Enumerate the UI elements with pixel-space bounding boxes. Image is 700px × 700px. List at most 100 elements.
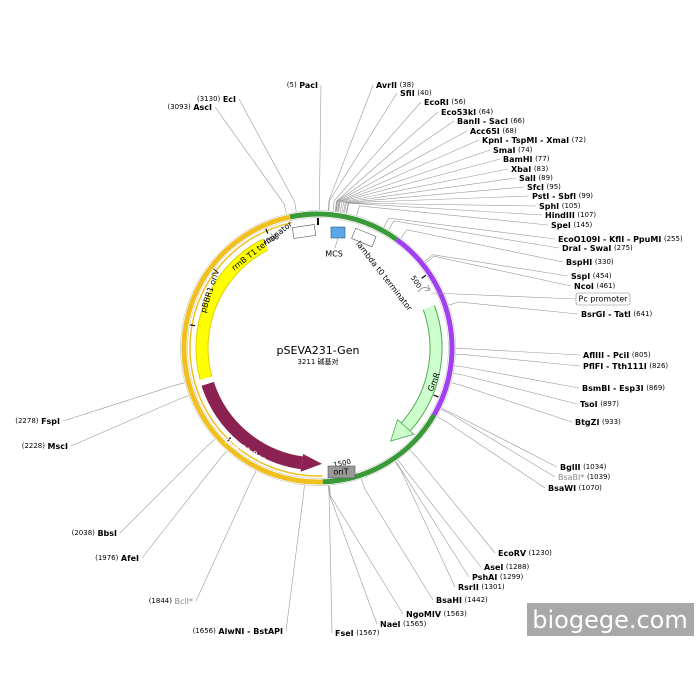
feature-label: MCS <box>325 250 343 259</box>
site-name: BsaBI* <box>558 473 584 482</box>
site-name: EcI <box>223 95 236 104</box>
site-leader <box>328 485 333 634</box>
site-label: FseI (1567) <box>335 629 380 638</box>
site-label: SphI (105) <box>539 202 581 211</box>
site-label: (1976) AfeI <box>95 554 139 563</box>
map-title: pSEVA231-Gen <box>277 344 360 357</box>
backbone-segment <box>181 214 323 485</box>
site-name: BsaHI <box>436 596 462 605</box>
site-position: (1656) <box>193 627 217 635</box>
pbbr1-rep-head <box>300 453 323 472</box>
site-label: (1844) BclI* <box>149 597 193 606</box>
site-label: TsoI (897) <box>580 400 619 409</box>
backbone-segment <box>289 211 319 220</box>
ring-outline <box>187 217 449 479</box>
site-name: BsmBI - Esp3I <box>582 384 644 393</box>
site-leader <box>426 255 572 287</box>
site-position: (1976) <box>95 554 119 562</box>
site-name: NaeI <box>380 620 401 629</box>
site-label: PshAI (1299) <box>472 573 523 582</box>
site-leader <box>449 301 579 315</box>
site-leader <box>441 408 558 468</box>
site-name: EcoRV <box>498 549 527 558</box>
site-label: NaeI (1565) <box>380 620 427 629</box>
site-name: RsrII <box>458 583 479 592</box>
site-name: EcoO109I - KflI - PpuMI <box>558 235 661 244</box>
site-name: EcoRI <box>424 98 449 107</box>
site-label: SmaI (74) <box>493 146 533 155</box>
site-name: Eco53kI <box>441 108 476 117</box>
site-leader <box>337 149 491 212</box>
site-label: Eco53kI (64) <box>441 108 493 117</box>
site-leader <box>344 195 530 213</box>
ring-outline <box>180 210 456 486</box>
site-leader <box>332 101 422 211</box>
promoter-icon <box>417 284 431 293</box>
map-length: 3211 碱基对 <box>297 357 338 366</box>
tick-label: 1500 <box>333 458 352 469</box>
site-leader <box>338 158 501 212</box>
feature-label: lambda t0 terminator <box>354 239 414 313</box>
site-position: (1442) <box>464 596 488 604</box>
site-name: MscI <box>48 442 68 451</box>
site-position: (56) <box>451 98 466 106</box>
site-leader <box>454 365 580 389</box>
gmr <box>401 305 442 431</box>
site-leader <box>424 254 569 277</box>
site-position: (83) <box>534 165 549 173</box>
site-position: (275) <box>614 244 633 252</box>
site-leader <box>328 485 378 625</box>
site-name: BspHI <box>566 258 592 267</box>
pbbr1-rep <box>201 381 303 470</box>
site-leader <box>238 98 297 212</box>
site-label: AvrII (38) <box>376 81 414 90</box>
site-leader <box>336 130 468 212</box>
rrnb-box <box>292 224 317 239</box>
site-position: (3093) <box>168 103 192 111</box>
site-name: SfiI <box>400 89 415 98</box>
site-label: (1656) AlwNI - BstAPI <box>193 627 283 636</box>
site-position: (641) <box>633 310 652 318</box>
backbone-segment <box>395 237 455 417</box>
site-label: (5) PacI <box>287 81 318 90</box>
site-label: SalI (89) <box>519 174 553 183</box>
site-name: AvrII <box>376 81 397 90</box>
site-label: BglII (1034) <box>560 463 607 472</box>
site-leader <box>285 485 305 632</box>
site-name: BamHI <box>503 155 533 164</box>
site-label: BsrGI - TatI (641) <box>581 310 653 319</box>
site-leader <box>70 395 189 447</box>
site-leader <box>346 202 543 216</box>
site-label: HindIII (107) <box>545 211 596 220</box>
site-position: (1844) <box>149 597 173 605</box>
site-label: NgoMIV (1563) <box>406 610 467 619</box>
backbone-segment <box>322 413 437 485</box>
site-leader <box>341 177 517 213</box>
site-position: (2278) <box>15 417 39 425</box>
feature-label: Pc promoter <box>579 295 629 304</box>
site-name: FseI <box>335 629 354 638</box>
site-leader <box>441 409 556 478</box>
site-label: (2228) MscI <box>22 442 68 451</box>
site-leader <box>410 450 496 554</box>
site-label: SpeI (145) <box>551 221 593 230</box>
site-leader <box>62 382 185 422</box>
site-leader <box>383 217 556 240</box>
site-leader <box>455 348 581 356</box>
site-label: BsaWI (1070) <box>548 484 602 493</box>
site-position: (933) <box>602 418 621 426</box>
site-name: PshAI <box>472 573 497 582</box>
site-leader <box>340 168 509 212</box>
site-name: BanII - SacI <box>457 117 508 126</box>
site-leader <box>335 120 455 212</box>
site-leader <box>455 353 581 367</box>
site-position: (145) <box>573 221 592 229</box>
site-label: AflIII - PciI (805) <box>583 351 651 360</box>
feature-label: oriT <box>333 468 348 477</box>
site-leader <box>319 84 322 211</box>
site-name: NcoI <box>574 282 594 291</box>
site-leader <box>195 471 257 602</box>
site-name: SmaI <box>493 146 515 155</box>
site-name: BglII <box>560 463 581 472</box>
site-position: (805) <box>632 351 651 359</box>
